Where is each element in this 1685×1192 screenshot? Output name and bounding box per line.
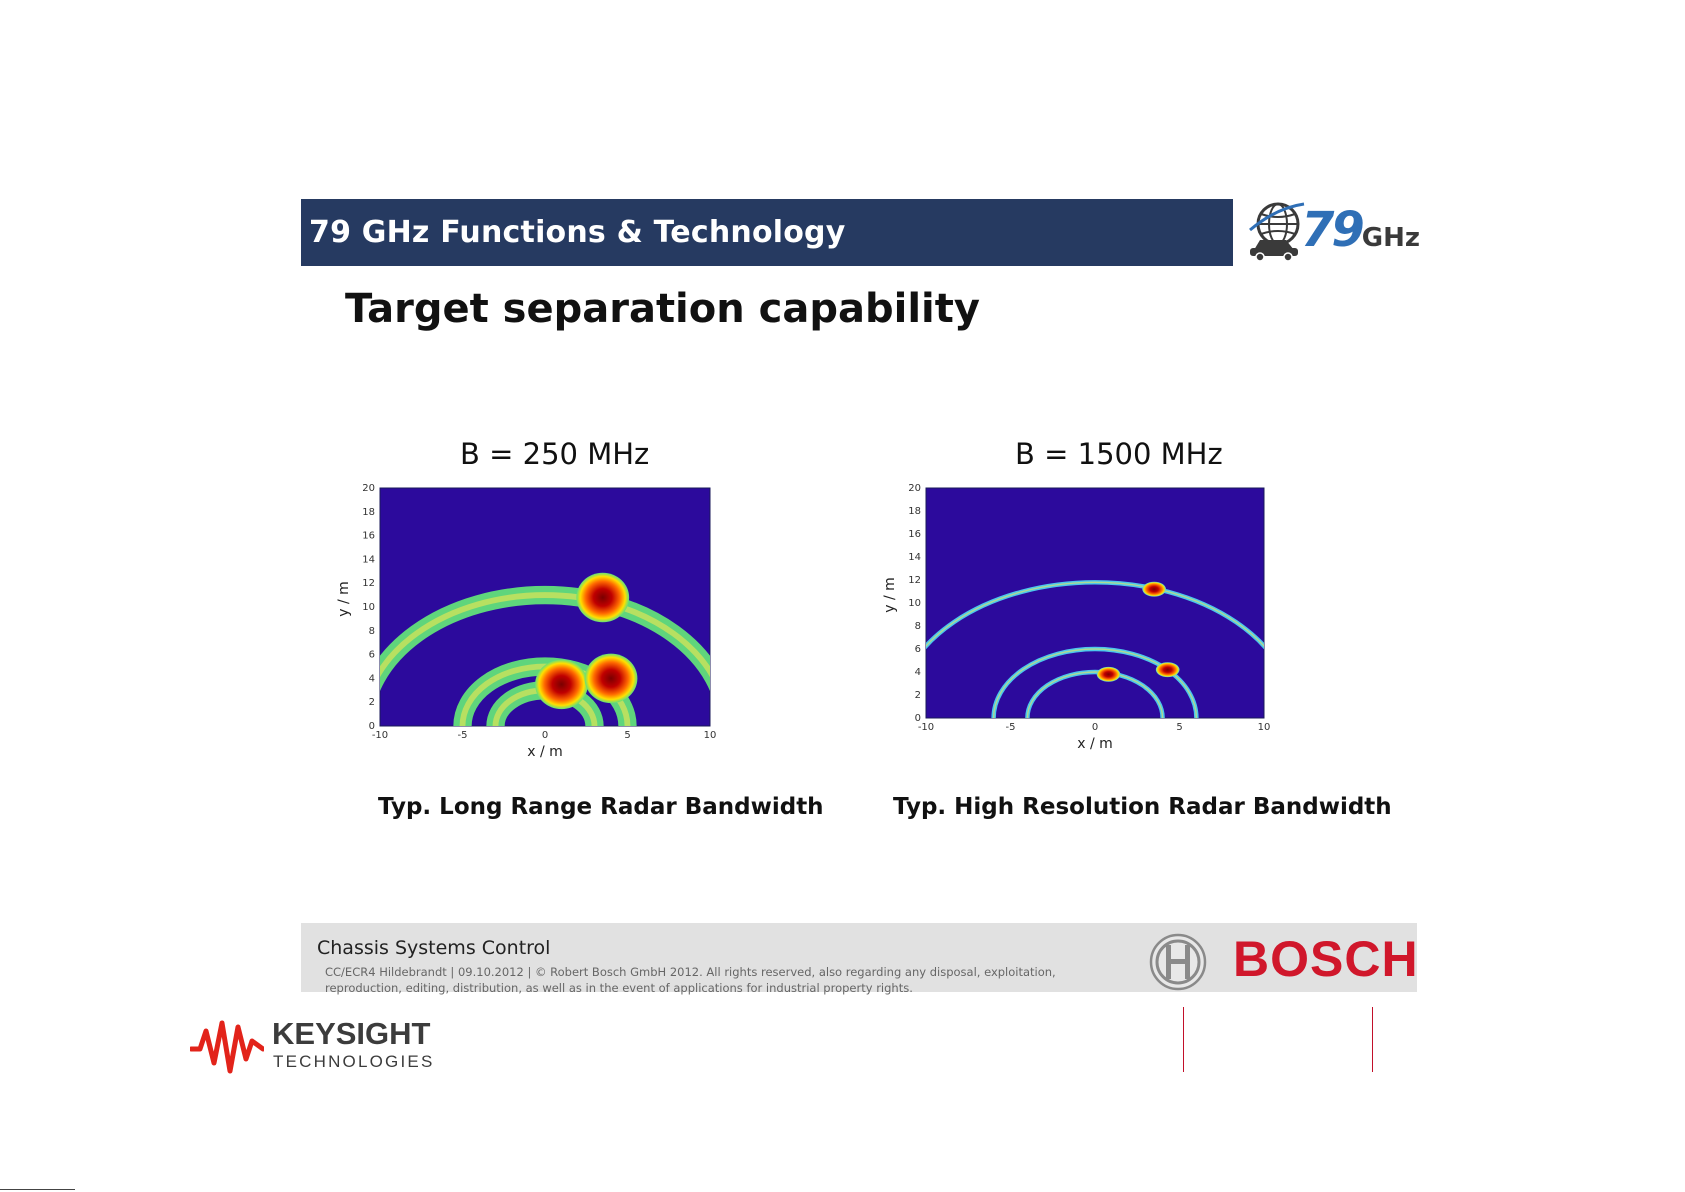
x-tick-label: 5 (1176, 722, 1182, 733)
y-tick-label: 4 (369, 673, 375, 684)
y-tick-label: 10 (908, 598, 921, 609)
y-tick-label: 2 (369, 697, 375, 708)
slide-heading: Target separation capability (345, 286, 980, 332)
y-tick-label: 16 (908, 529, 921, 540)
y-tick-label: 20 (908, 483, 921, 494)
y-tick-label: 14 (362, 554, 375, 565)
plot-caption-right: Typ. High Resolution Radar Bandwidth (893, 794, 1392, 820)
target-hotspot (576, 572, 630, 623)
x-tick-label: 10 (704, 730, 717, 741)
target-hotspot (1142, 581, 1166, 597)
header-banner: 79 GHz Functions & Technology (301, 199, 1233, 266)
x-tick-label: -10 (918, 722, 934, 733)
x-tick-label: 0 (542, 730, 548, 741)
x-tick-label: -10 (372, 730, 388, 741)
y-axis-label: y / m (336, 581, 352, 617)
keysight-wave-icon (190, 1020, 264, 1074)
footer-bar: Chassis Systems Control CC/ECR4 Hildebra… (301, 923, 1419, 995)
header-title: 79 GHz Functions & Technology (309, 215, 846, 250)
y-tick-label: 10 (362, 602, 375, 613)
keysight-logo: KEYSIGHT TECHNOLOGIES (190, 1016, 432, 1076)
x-tick-label: -5 (458, 730, 468, 741)
y-tick-label: 4 (915, 667, 921, 678)
range-ring-core (926, 581, 1264, 648)
plot-caption-left: Typ. Long Range Radar Bandwidth (378, 794, 824, 820)
target-hotspot (1096, 666, 1121, 682)
heatmap-plot-left: -10 -5 0 5 10 0 2 4 6 8 10 12 14 16 18 20 x / m y / m (336, 483, 717, 760)
x-tick-label: 10 (1258, 722, 1271, 733)
bosch-armature-icon (1149, 933, 1207, 991)
y-tick-label: 8 (369, 626, 375, 637)
y-tick-label: 20 (362, 483, 375, 494)
footer-legal-text: CC/ECR4 Hildebrandt | 09.10.2012 | © Rob… (325, 965, 1056, 995)
footer-divider (1183, 1007, 1184, 1072)
y-axis-label: y / m (882, 577, 898, 613)
range-ring-core (1026, 671, 1164, 718)
range-ring-core (380, 592, 710, 678)
plot-background (925, 487, 1265, 719)
target-hotspot (535, 659, 588, 710)
y-tick-label: 6 (915, 644, 921, 655)
footer-title: Chassis Systems Control (317, 937, 551, 959)
bandwidth-label-right: B = 1500 MHz (1015, 437, 1223, 471)
y-tick-label: 18 (362, 507, 375, 518)
target-hotspot (584, 653, 638, 704)
y-tick-label: 6 (369, 650, 375, 661)
page-rule (0, 1189, 75, 1190)
heatmap-plot-right: -10 -5 0 5 10 0 2 4 6 8 10 12 14 16 18 20 x / m y / m (882, 483, 1271, 752)
target-hotspot (1155, 662, 1180, 678)
x-tick-label: 0 (1092, 722, 1098, 733)
y-tick-label: 0 (369, 721, 375, 732)
keysight-name: KEYSIGHT (272, 1016, 431, 1051)
y-tick-label: 12 (908, 575, 921, 586)
y-tick-label: 18 (908, 506, 921, 517)
y-tick-label: 0 (915, 713, 921, 724)
range-ring-core (992, 648, 1198, 718)
x-tick-label: 5 (624, 730, 630, 741)
logo-unit: GHz (1361, 223, 1421, 253)
y-tick-label: 12 (362, 578, 375, 589)
bandwidth-label-left: B = 250 MHz (460, 437, 650, 471)
y-tick-label: 2 (915, 690, 921, 701)
logo-number: 79 (1301, 202, 1365, 258)
x-tick-label: -5 (1006, 722, 1016, 733)
x-axis-label: x / m (1077, 736, 1113, 752)
y-tick-label: 16 (362, 531, 375, 542)
79ghz-logo: 79GHz (1246, 198, 1420, 266)
bosch-wordmark: BOSCH (1233, 931, 1419, 987)
x-axis-label: x / m (527, 744, 563, 760)
globe-car-icon (1249, 202, 1305, 262)
y-tick-label: 8 (915, 621, 921, 632)
79ghz-logo-text: 79GHz (1301, 200, 1420, 268)
keysight-sub: TECHNOLOGIES (273, 1052, 435, 1071)
footer-divider (1372, 1007, 1373, 1072)
y-tick-label: 14 (908, 552, 921, 563)
